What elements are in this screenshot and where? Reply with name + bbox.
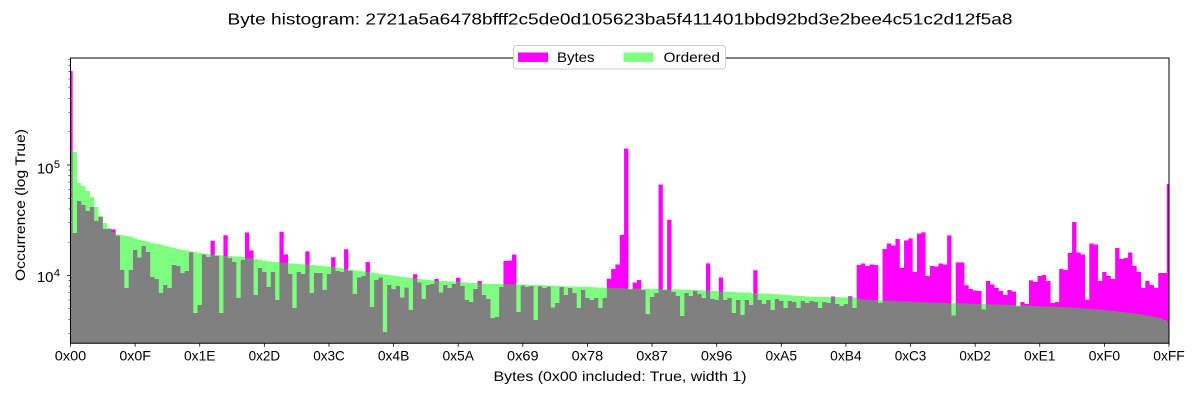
svg-text:0xFF: 0xFF [1153, 348, 1185, 364]
svg-text:Bytes: Bytes [557, 49, 595, 65]
svg-text:0x0F: 0x0F [119, 348, 151, 364]
svg-text:10: 10 [37, 161, 54, 178]
svg-text:Byte histogram: 2721a5a6478bff: Byte histogram: 2721a5a6478bfff2c5de0d10… [228, 12, 1013, 29]
svg-text:Ordered: Ordered [664, 49, 721, 65]
svg-text:0x2D: 0x2D [249, 348, 281, 364]
svg-text:0x00: 0x00 [55, 348, 87, 364]
svg-text:0x87: 0x87 [636, 348, 668, 364]
svg-text:0x1E: 0x1E [184, 348, 216, 364]
svg-text:0xA5: 0xA5 [766, 348, 798, 364]
svg-text:0x4B: 0x4B [378, 348, 410, 364]
svg-text:0x3C: 0x3C [313, 348, 345, 364]
svg-text:0xF0: 0xF0 [1089, 348, 1121, 364]
svg-text:4: 4 [54, 268, 60, 280]
svg-text:0x96: 0x96 [701, 348, 733, 364]
svg-text:0xB4: 0xB4 [830, 348, 862, 364]
svg-text:10: 10 [37, 269, 54, 286]
svg-text:0xC3: 0xC3 [895, 348, 927, 364]
svg-text:5: 5 [54, 159, 60, 171]
svg-text:0x69: 0x69 [507, 348, 539, 364]
svg-text:0x5A: 0x5A [442, 348, 474, 364]
svg-text:0xE1: 0xE1 [1024, 348, 1056, 364]
svg-text:Bytes (0x00 included: True, wi: Bytes (0x00 included: True, width 1) [494, 368, 747, 384]
svg-text:0xD2: 0xD2 [959, 348, 991, 364]
svg-text:Occurrence (log True): Occurrence (log True) [12, 129, 28, 281]
svg-text:0x78: 0x78 [572, 348, 604, 364]
